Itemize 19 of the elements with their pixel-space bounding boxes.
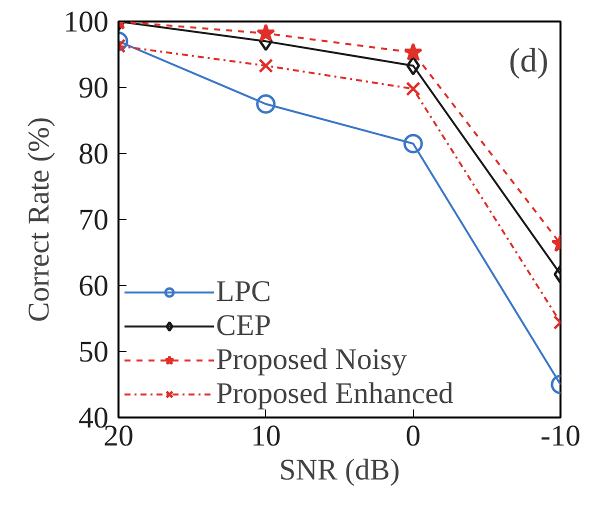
x-tick-label: 10 <box>250 420 281 452</box>
y-tick-label: 90 <box>78 72 108 104</box>
y-tick-label: 70 <box>78 204 108 236</box>
y-tick-label: 100 <box>64 6 108 38</box>
y-tick-label: 50 <box>78 336 108 368</box>
x-tick-label: 0 <box>406 420 421 452</box>
legend-label: Proposed Enhanced <box>216 377 454 411</box>
annotation: (d) <box>508 42 549 80</box>
point <box>406 56 420 76</box>
y-tick-label: 80 <box>78 138 108 170</box>
x-axis-title: SNR (dB) <box>279 454 400 486</box>
point <box>256 24 276 42</box>
x-tick-label: -10 <box>540 420 581 452</box>
y-tick-label: 60 <box>78 270 108 302</box>
point <box>404 42 422 61</box>
y-axis-title: Correct Rate (%) <box>22 117 56 322</box>
legend-label: CEP <box>216 309 272 343</box>
legend-label: Proposed Noisy <box>216 343 407 377</box>
legend-label: LPC <box>216 275 272 309</box>
